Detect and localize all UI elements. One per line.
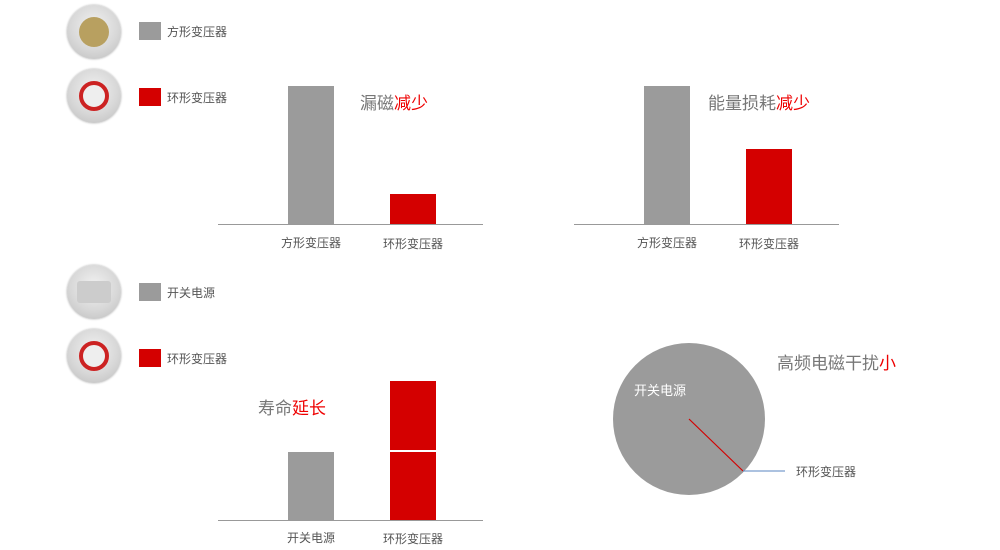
bar-toroidal-transformer bbox=[746, 149, 792, 224]
legend-swatch-gray bbox=[139, 22, 161, 40]
pie-label-toroidal-transformer: 环形变压器 bbox=[796, 465, 857, 479]
legend-label: 开关电源 bbox=[167, 286, 216, 300]
x-tick-label: 环形变压器 bbox=[738, 237, 799, 251]
bar-square-transformer bbox=[644, 86, 690, 224]
chart-title: 能量损耗减少 bbox=[708, 94, 810, 114]
square-transformer-photo-icon bbox=[67, 5, 121, 59]
legend-swatch-gray bbox=[139, 283, 161, 301]
pie-slice-toroidal-transformer bbox=[688, 418, 744, 472]
bar-toroidal-transformer bbox=[390, 193, 436, 224]
pie-label-switching-power-supply: 开关电源 bbox=[634, 384, 687, 399]
legend-label: 方形变压器 bbox=[167, 25, 228, 39]
x-tick-label: 环形变压器 bbox=[382, 237, 443, 251]
switching-power-supply-photo-icon bbox=[67, 265, 121, 319]
x-tick-label: 方形变压器 bbox=[636, 236, 697, 250]
chart-title: 寿命延长 bbox=[258, 399, 326, 419]
pie-chart bbox=[613, 343, 785, 495]
toroidal-transformer-photo-icon bbox=[67, 329, 121, 383]
x-tick-label: 开关电源 bbox=[286, 531, 335, 545]
chart-title: 漏磁减少 bbox=[360, 94, 428, 114]
chart-title: 高频电磁干扰小 bbox=[777, 354, 896, 374]
legend-label: 环形变压器 bbox=[167, 91, 228, 105]
toroidal-transformer-photo-icon bbox=[67, 69, 121, 123]
chart-baseline bbox=[218, 224, 483, 225]
x-tick-label: 环形变压器 bbox=[382, 532, 443, 546]
legend-swatch-red bbox=[139, 349, 161, 367]
bar-square-transformer bbox=[288, 86, 334, 224]
chart-baseline bbox=[218, 520, 483, 521]
legend-label: 环形变压器 bbox=[167, 352, 228, 366]
bar-divider bbox=[390, 449, 436, 452]
x-tick-label: 方形变压器 bbox=[280, 236, 341, 250]
chart-baseline bbox=[574, 224, 839, 225]
bar-switching-power-supply bbox=[288, 451, 334, 520]
legend-swatch-red bbox=[139, 88, 161, 106]
